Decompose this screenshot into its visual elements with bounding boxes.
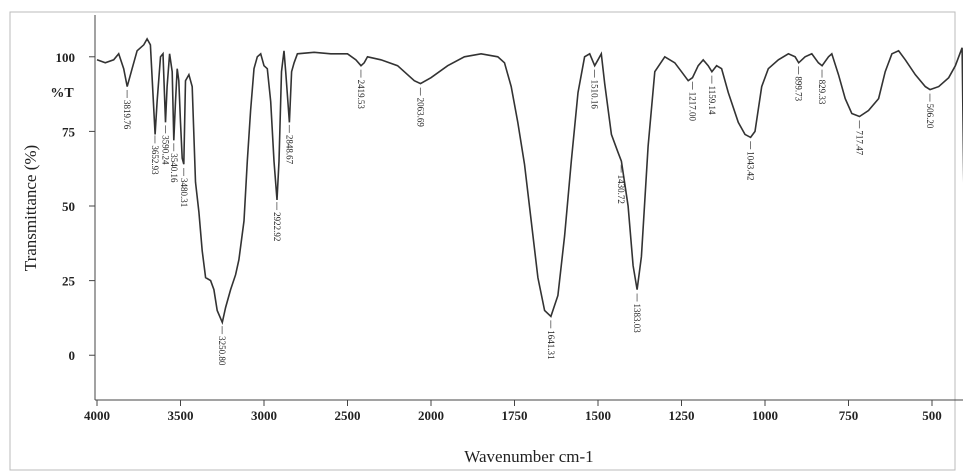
- spectrum-line: [96, 37, 963, 325]
- y-tick-label: 100: [56, 50, 76, 65]
- peak-label: 829.33: [817, 80, 827, 105]
- peak-label: 3590.24: [160, 135, 170, 165]
- x-axis-label: Wavenumber cm-1: [464, 447, 593, 466]
- y-tick-label: 0: [69, 348, 76, 363]
- x-tick-label: 1750: [502, 408, 528, 423]
- peak-label: 3480.31: [179, 178, 189, 207]
- peak-label: 2848.67: [284, 135, 294, 165]
- peak-label: 1430.72: [616, 175, 626, 204]
- x-tick-label: 1000: [752, 408, 778, 423]
- x-tick-label: 500: [922, 408, 942, 423]
- y-axis-label: Transmittance (%): [21, 145, 40, 271]
- x-tick-label: 4000: [84, 408, 110, 423]
- peak-label: 3652.93: [150, 145, 160, 175]
- peak-label: 506.20: [925, 104, 935, 129]
- unit-note: %T: [50, 86, 74, 101]
- x-tick-label: 1500: [585, 408, 611, 423]
- x-tick-label: 2500: [335, 408, 361, 423]
- x-tick-label: 3500: [168, 408, 194, 423]
- peak-label: 1510.16: [590, 80, 600, 110]
- peak-label: 2922.92: [272, 212, 282, 241]
- peak-label: 1043.42: [746, 151, 756, 180]
- peak-label: 1159.14: [707, 86, 717, 115]
- x-tick-label: 2000: [418, 408, 444, 423]
- y-tick-label: 75: [62, 124, 76, 139]
- peak-label: 2063.69: [415, 98, 425, 128]
- frame: [9, 11, 956, 471]
- peak-label: 1641.31: [546, 330, 556, 359]
- peak-label: 1217.00: [688, 92, 698, 122]
- peak-label: 899.73: [794, 76, 804, 101]
- peak-label: 2419.53: [356, 80, 366, 110]
- peak-label: 1383.03: [632, 304, 642, 334]
- x-tick-label: 750: [839, 408, 859, 423]
- peak-label: 3819.76: [122, 100, 132, 130]
- y-tick-label: 50: [62, 199, 75, 214]
- peak-label: 3540.16: [169, 153, 179, 183]
- y-tick-label: 25: [62, 274, 76, 289]
- x-tick-label: 3000: [251, 408, 277, 423]
- peak-label: 717.47: [854, 130, 864, 155]
- peak-label: 3250.80: [217, 336, 227, 366]
- x-tick-label: 1250: [669, 408, 695, 423]
